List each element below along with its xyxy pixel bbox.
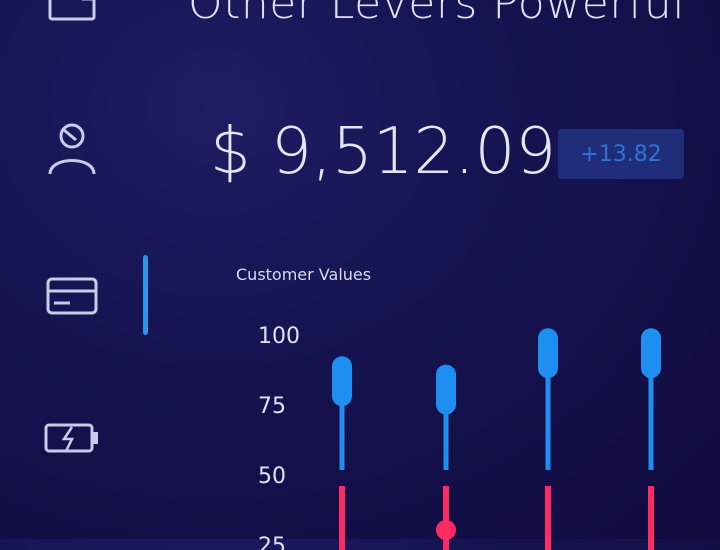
page-title: Other Levers Powerful [188, 0, 685, 29]
change-badge: +13.82 [558, 129, 684, 179]
balance-amount: $ 9,512.09 [210, 115, 557, 189]
credit-card-icon[interactable] [36, 264, 108, 324]
user-icon[interactable] [36, 118, 108, 178]
blue-series-marker[interactable] [641, 328, 661, 379]
pink-series-marker[interactable] [436, 520, 456, 540]
y-tick-label: 25 [258, 534, 286, 550]
sidebar [0, 0, 150, 539]
wallet-icon[interactable] [36, 0, 108, 30]
customer-values-chart: 100 75 50 25 [258, 324, 661, 550]
y-tick-label: 50 [258, 464, 286, 489]
battery-charging-icon[interactable] [36, 408, 108, 468]
blue-series-marker[interactable] [332, 356, 352, 407]
blue-series-marker[interactable] [436, 364, 456, 415]
chart-title: Customer Values [236, 265, 372, 284]
y-tick-label: 75 [258, 394, 286, 419]
y-tick-label: 100 [258, 324, 300, 349]
blue-series-marker[interactable] [538, 328, 558, 379]
active-nav-indicator [143, 255, 148, 335]
